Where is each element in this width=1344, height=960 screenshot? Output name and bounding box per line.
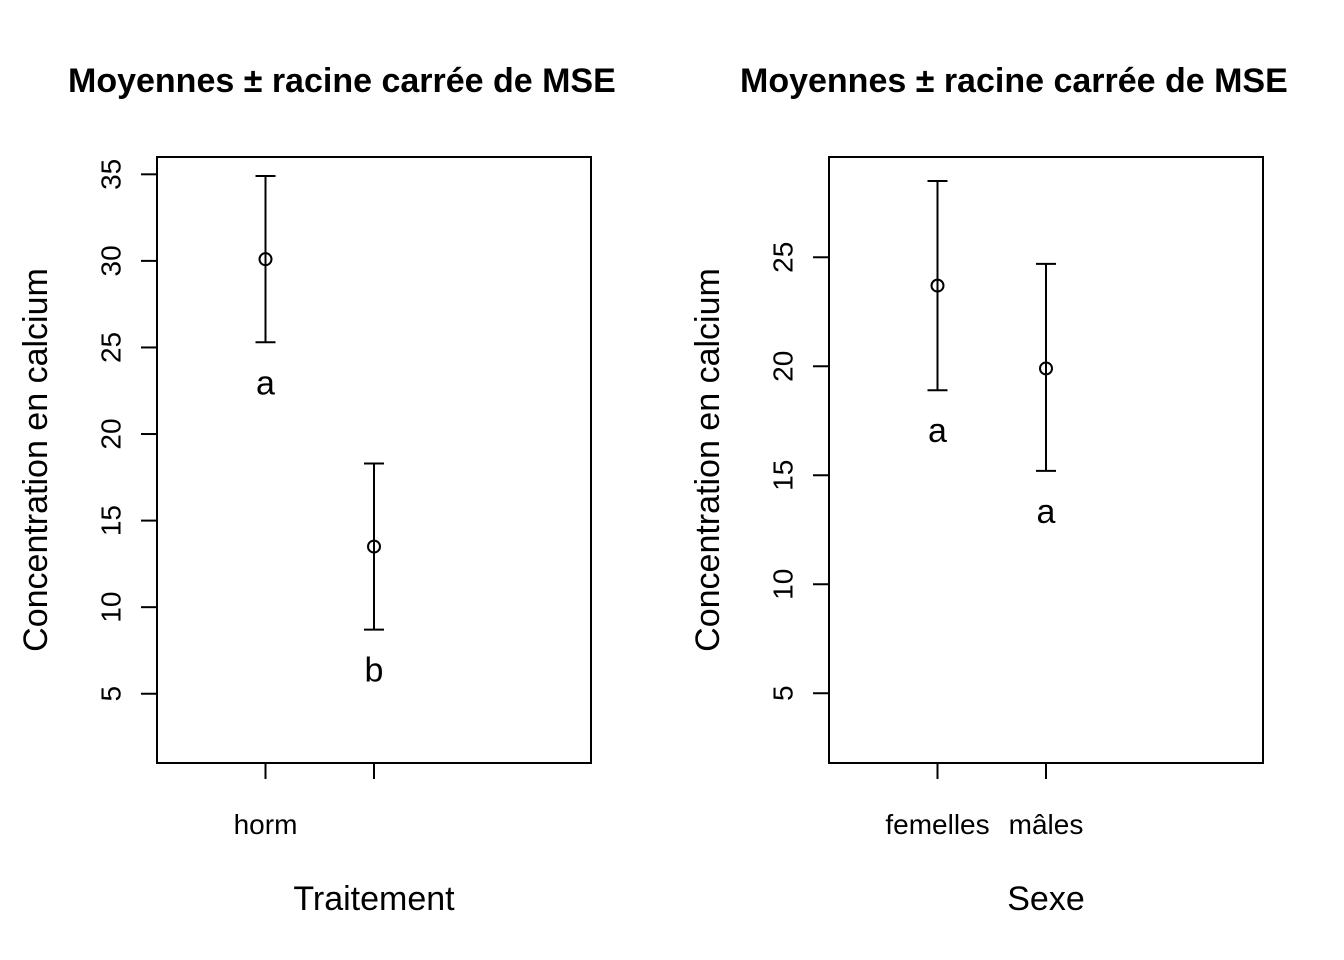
x-axis-label: Sexe <box>1007 880 1085 918</box>
y-tick-label: 30 <box>96 245 127 276</box>
y-tick-label: 15 <box>768 460 799 491</box>
mean-point <box>930 278 945 293</box>
x-tick-label: horm <box>234 809 298 840</box>
group-letter: a <box>928 412 947 450</box>
mean-point <box>258 252 273 267</box>
group-letter: a <box>1037 493 1056 531</box>
chart-title: Moyennes ± racine carrée de MSE <box>740 62 1288 100</box>
y-tick-label: 15 <box>96 505 127 536</box>
x-tick-label: femelles <box>885 809 989 840</box>
group-letter: a <box>256 364 275 402</box>
y-tick-label: 10 <box>96 592 127 623</box>
y-axis-label: Concentration en calcium <box>689 268 727 652</box>
y-tick-label: 25 <box>96 332 127 363</box>
y-tick-label: 35 <box>96 159 127 190</box>
mean-point <box>367 539 381 554</box>
y-tick-label: 20 <box>96 418 127 449</box>
y-tick-label: 5 <box>96 686 127 702</box>
mean-point <box>1039 361 1053 376</box>
y-axis-label: Concentration en calcium <box>17 268 55 652</box>
chart-panel-traitement: Moyennes ± racine carrée de MSE 5 10 15 20 25… <box>17 62 616 918</box>
x-axis-label: Traitement <box>293 880 455 918</box>
chart-title: Moyennes ± racine carrée de MSE <box>68 62 616 100</box>
y-tick-label: 20 <box>768 351 799 382</box>
y-tick-label: 10 <box>768 569 799 600</box>
x-tick-label: mâles <box>1009 809 1084 840</box>
chart-panel-sexe: Moyennes ± racine carrée de MSE 5 10 15 20 25… <box>689 62 1288 918</box>
y-tick-label: 25 <box>768 242 799 273</box>
group-letter: b <box>365 652 384 690</box>
y-tick-label: 5 <box>768 685 799 701</box>
